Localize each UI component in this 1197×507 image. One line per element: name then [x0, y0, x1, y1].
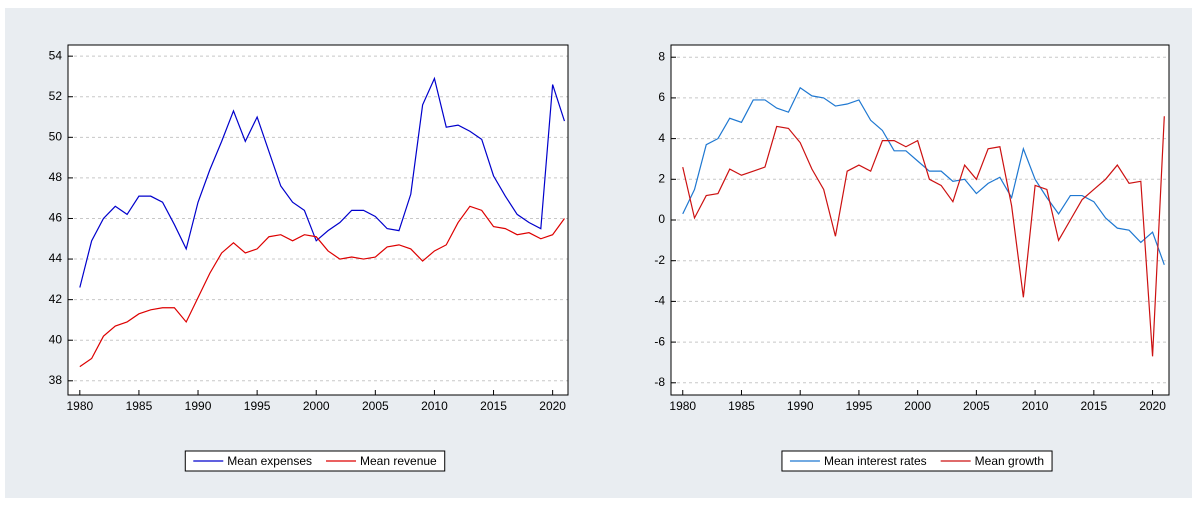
y-tick-label: -6 [654, 334, 665, 348]
x-tick-label: 2020 [539, 399, 566, 413]
y-tick-label: -4 [654, 294, 665, 308]
y-tick-label: 48 [49, 170, 63, 184]
x-tick-label: 1980 [669, 399, 696, 413]
y-tick-label: 44 [49, 251, 63, 265]
y-tick-label: 42 [49, 292, 63, 306]
x-tick-label: 2000 [904, 399, 931, 413]
legend-box [781, 450, 1053, 472]
x-tick-label: 2015 [1080, 399, 1107, 413]
x-tick-label: 2015 [480, 399, 507, 413]
y-tick-label: 54 [49, 48, 63, 62]
y-tick-label: 38 [49, 373, 63, 387]
x-tick-label: 1995 [846, 399, 873, 413]
y-tick-label: 6 [658, 90, 665, 104]
legend-label: Mean expenses [227, 454, 312, 468]
legend: Mean interest rates Mean growth [781, 450, 1053, 472]
x-tick-label: 2020 [1139, 399, 1166, 413]
y-tick-label: 2 [658, 171, 665, 185]
y-tick-label: 0 [658, 212, 665, 226]
x-tick-label: 1995 [244, 399, 271, 413]
x-tick-label: 1990 [185, 399, 212, 413]
x-tick-label: 2010 [1022, 399, 1049, 413]
x-tick-label: 1980 [66, 399, 93, 413]
plot-frame [67, 44, 569, 396]
legend-label: Mean interest rates [824, 454, 927, 468]
legend-label: Mean growth [975, 454, 1044, 468]
legend-box [184, 450, 446, 472]
series-line [79, 205, 565, 368]
x-tick-label: 1985 [126, 399, 153, 413]
y-tick-label: 40 [49, 332, 63, 346]
y-tick-label: -2 [654, 253, 665, 267]
series-line [682, 86, 1165, 265]
x-tick-label: 2005 [963, 399, 990, 413]
x-tick-label: 2010 [421, 399, 448, 413]
plot-frame [670, 44, 1170, 396]
y-tick-label: 52 [49, 89, 63, 103]
y-tick-label: 50 [49, 129, 63, 143]
x-tick-label: 1990 [787, 399, 814, 413]
x-tick-label: 2005 [362, 399, 389, 413]
y-tick-label: 8 [658, 49, 665, 63]
plot-area [68, 45, 568, 395]
series-line [682, 116, 1165, 357]
y-tick-label: 4 [658, 131, 665, 145]
y-tick-label: -8 [654, 375, 665, 389]
y-tick-label: 46 [49, 211, 63, 225]
x-tick-label: 1985 [728, 399, 755, 413]
legend-label: Mean revenue [360, 454, 437, 468]
series-line [79, 76, 566, 288]
x-tick-label: 2000 [303, 399, 330, 413]
legend: Mean expenses Mean revenue [184, 450, 446, 472]
